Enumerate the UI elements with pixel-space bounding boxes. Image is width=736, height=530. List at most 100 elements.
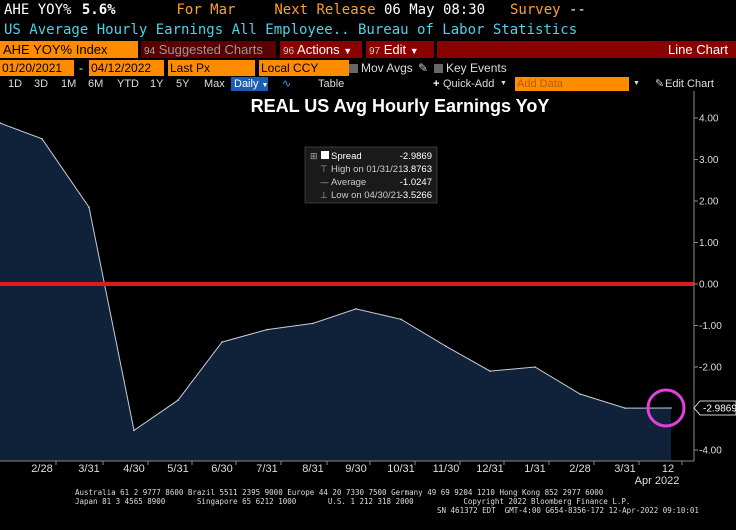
x-tick-label: 12/31 [476,463,504,475]
data-point [41,138,43,140]
legend-row-value: 3.8763 [403,164,432,175]
period-1m[interactable]: 1M [61,78,77,90]
last-value-tag [693,400,736,416]
y-tick-label: -4.00 [699,446,722,457]
ticker-label: AHE YOY% [4,2,72,18]
data-point [312,322,314,325]
footer-line-2: Japan 81 3 4565 8900 Singapore 65 6212 1… [75,497,631,506]
period-ytd[interactable]: YTD [117,78,139,90]
field-select[interactable]: Last Px [168,60,255,76]
legend-box [304,146,438,204]
data-point [177,399,179,402]
x-tick-label: 2/28 [569,463,590,475]
highlight-circle [646,388,686,428]
next-release-date: 06 May 08:30 [383,2,486,18]
data-point [489,370,491,372]
mov-avgs-label: Mov Avgs [361,61,413,75]
period-max[interactable]: Max [204,78,225,90]
period-1d[interactable]: 1D [8,78,23,90]
legend-row-label: Spread [331,151,362,162]
security-header: AHE YOY% 5.6% For Mar Next Release 06 Ma… [0,0,736,21]
x-tick-label: 3/31 [614,463,635,475]
edit-label: Edit [383,42,407,57]
frequency-select[interactable]: Daily ▼ [231,77,268,91]
x-tick-label: 6/30 [211,463,232,475]
period-3d[interactable]: 3D [34,78,49,90]
toolbar: AHE YOY% Index 94 Suggested Charts 96 Ac… [0,40,736,59]
period-6m[interactable]: 6M [88,78,104,90]
data-point [579,393,581,395]
x-axis-year-label: Apr 2022 [635,475,680,486]
suggested-charts-button[interactable]: 94 Suggested Charts [141,41,276,58]
mov-avgs-toggle[interactable]: Mov Avgs [349,60,413,76]
edit-chart-button[interactable]: Edit Chart [665,78,714,90]
data-point [534,366,536,368]
data-point [355,308,357,310]
y-axis: 4.003.002.001.000.00-1.00-2.00-3.00-4.00… [693,114,736,457]
data-point [88,206,90,208]
quick-add-button[interactable]: Quick-Add [443,78,495,90]
legend-row-value: -3.5266 [400,190,432,201]
line-chart-icon[interactable]: ∿ [282,78,292,90]
data-point [221,341,223,343]
legend-marker-icon: — [320,178,329,188]
x-tick-label: 3/31 [78,463,99,475]
chart-area: REAL US Avg Hourly Earnings YoY Spread -2… [0,91,736,486]
actions-button[interactable]: 96 Actions ▼ [280,41,362,58]
y-tick-label: 0.00 [699,280,719,291]
edit-number: 97 [369,46,381,57]
x-tick-label: 2/28 [31,463,52,475]
data-point [624,407,626,409]
x-tick-label: 1/31 [524,463,545,475]
pencil-icon[interactable]: ✎ [418,61,429,75]
y-tick-label: 2.00 [699,197,719,208]
x-tick-label: 8/31 [302,463,323,475]
table-button[interactable]: Table [318,78,345,90]
data-point [445,345,447,348]
legend-row-value: -1.0247 [400,177,432,188]
date-separator: - [79,61,83,75]
actions-label: Actions [297,42,340,57]
period-5y[interactable]: 5Y [176,78,190,90]
y-tick-label: -2.00 [699,363,722,374]
legend-marker-icon: ⊥ [320,191,328,201]
survey-value: -- [569,2,586,18]
legend-grid-icon: ⊞ [310,152,318,162]
end-date-input[interactable]: 04/12/2022 [89,60,164,76]
x-tick-label: 5/31 [167,463,188,475]
add-data-input[interactable]: Add Data [515,77,629,91]
period-label: For Mar [176,2,236,18]
key-events-toggle[interactable]: Key Events [434,60,507,76]
chevron-down-icon: ▼ [343,46,353,56]
footer-line-3: SN 461372 EDT GMT-4:00 G654-8356-172 12-… [437,506,699,515]
x-tick-label: 12 [662,463,674,475]
chevron-down-icon: ▼ [261,82,269,89]
period-1y[interactable]: 1Y [150,78,164,90]
add-data-placeholder: Add Data [517,78,563,90]
suggested-label: Suggested Charts [158,42,263,57]
chevron-down-icon: ▼ [633,80,640,87]
x-tick-label: 9/30 [345,463,366,475]
chart-controls: 01/20/2021 - 04/12/2022 Last Px Local CC… [0,60,736,76]
x-tick-label: 11/30 [433,463,460,475]
series-area [0,123,671,461]
legend-row-label: Low on 04/30/21 [331,190,401,201]
edit-chart-pencil-icon: ✎ [655,78,665,90]
data-point [670,407,672,409]
data-point [266,328,268,331]
currency-select[interactable]: Local CCY [259,60,349,76]
data-point [133,429,135,432]
checkbox-icon [434,64,443,73]
footer-line-1: Australia 61 2 9777 8600 Brazil 5511 239… [75,488,604,497]
y-tick-label: -1.00 [699,321,722,332]
edit-button[interactable]: 97 Edit ▼ [366,41,434,58]
start-date-input[interactable]: 01/20/2021 [0,60,74,76]
plot-layer [0,91,695,462]
y-tick-label: 4.00 [699,114,719,125]
security-field[interactable]: AHE YOY% Index [0,41,138,58]
chart-type-title: Line Chart [437,41,736,58]
x-tick-label: 7/31 [256,463,277,475]
actions-number: 96 [283,46,295,57]
legend-marker-icon: ⊤ [320,165,328,175]
legend-swatch [321,151,329,159]
